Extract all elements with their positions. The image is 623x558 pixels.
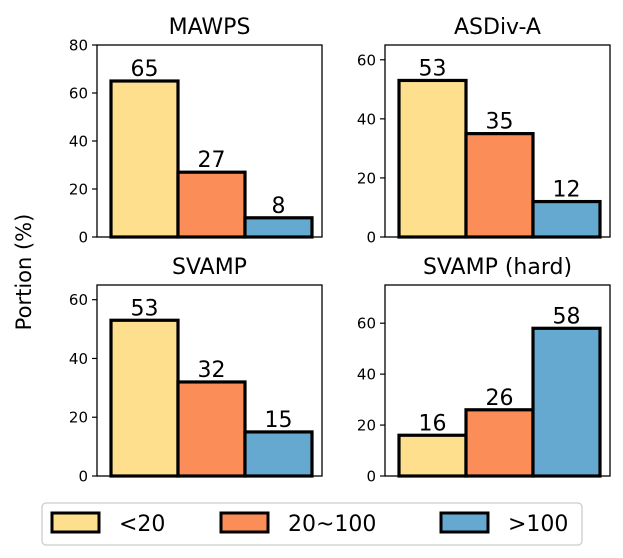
panel-2-ytick-label: 60 <box>357 51 376 69</box>
panel-1-ytick-label: 60 <box>69 85 88 103</box>
panel-1-ytick-label: 20 <box>69 181 88 199</box>
panel-1-bar-3 <box>243 216 314 239</box>
panel-1-ytick-label: 80 <box>69 37 88 55</box>
panel-2-bar-3-label: 12 <box>553 178 581 203</box>
panel-2-axes-frame <box>384 44 611 238</box>
panel-4-bar-3 <box>531 326 602 478</box>
panel-2-ytick-label: 20 <box>357 169 376 187</box>
panel-2-bar-3 <box>531 199 602 239</box>
panel-3-ytick-label: 40 <box>69 350 88 368</box>
panel-4-bar-1 <box>397 433 468 478</box>
panel-4-ytick-label: 40 <box>357 366 376 384</box>
panel-4-title: SVAMP (hard) <box>423 255 572 280</box>
panel-4-ytick-label: 60 <box>357 315 376 333</box>
panel-3-axes-frame <box>96 284 323 477</box>
panel-2-bar-1 <box>397 78 468 239</box>
panel-2-ytick-label: 0 <box>366 229 376 247</box>
panel-2-bar-2 <box>464 132 535 239</box>
panel-4-ytick-label: 0 <box>366 468 376 486</box>
panel-2-bar-2-label: 35 <box>486 110 514 135</box>
panel-2-bar-1-label: 53 <box>419 56 447 81</box>
panel-3-bar-2-label: 32 <box>198 358 226 383</box>
panel-4-bar-2 <box>464 408 535 478</box>
panel-3-ytick-label: 60 <box>69 291 88 309</box>
panel-3-bar-1-label: 53 <box>131 296 159 321</box>
panel-3-bar-1 <box>109 318 180 478</box>
panel-3-bar-2 <box>176 380 247 478</box>
panel-1-ytick-label: 40 <box>69 133 88 151</box>
legend-swatch-2 <box>219 511 270 534</box>
panel-1-axes-frame <box>96 44 323 238</box>
legend-label-2: 20~100 <box>288 512 376 537</box>
legend-swatch-1 <box>50 511 101 534</box>
legend-swatch-3 <box>439 511 490 534</box>
panel-3-bar-3 <box>243 430 314 478</box>
y-axis-label: Portion (%) <box>12 214 36 331</box>
panel-3-bar-3-label: 15 <box>265 408 293 433</box>
panel-4-bar-1-label: 16 <box>419 411 447 436</box>
panel-3-ytick-label: 0 <box>78 468 88 486</box>
panel-3-title: SVAMP <box>172 255 247 280</box>
panel-1-bar-1 <box>109 79 180 239</box>
panel-1-bar-1-label: 65 <box>131 57 159 82</box>
panel-1-ytick-label: 0 <box>78 229 88 247</box>
panel-3-ytick-label: 20 <box>69 409 88 427</box>
panel-1-bar-3-label: 8 <box>272 194 286 219</box>
panel-4-bar-2-label: 26 <box>486 386 514 411</box>
panel-1-bar-2 <box>176 170 247 239</box>
panel-1-bar-2-label: 27 <box>198 148 226 173</box>
panel-2-title: ASDiv-A <box>454 15 541 40</box>
panel-4-ytick-label: 20 <box>357 417 376 435</box>
panel-4-bar-3-label: 58 <box>553 304 581 329</box>
panel-1-title: MAWPS <box>169 15 251 40</box>
legend-label-1: <20 <box>119 512 165 537</box>
panel-4-axes-frame <box>384 284 611 477</box>
legend-label-3: >100 <box>508 512 568 537</box>
panel-2-ytick-label: 40 <box>357 110 376 128</box>
